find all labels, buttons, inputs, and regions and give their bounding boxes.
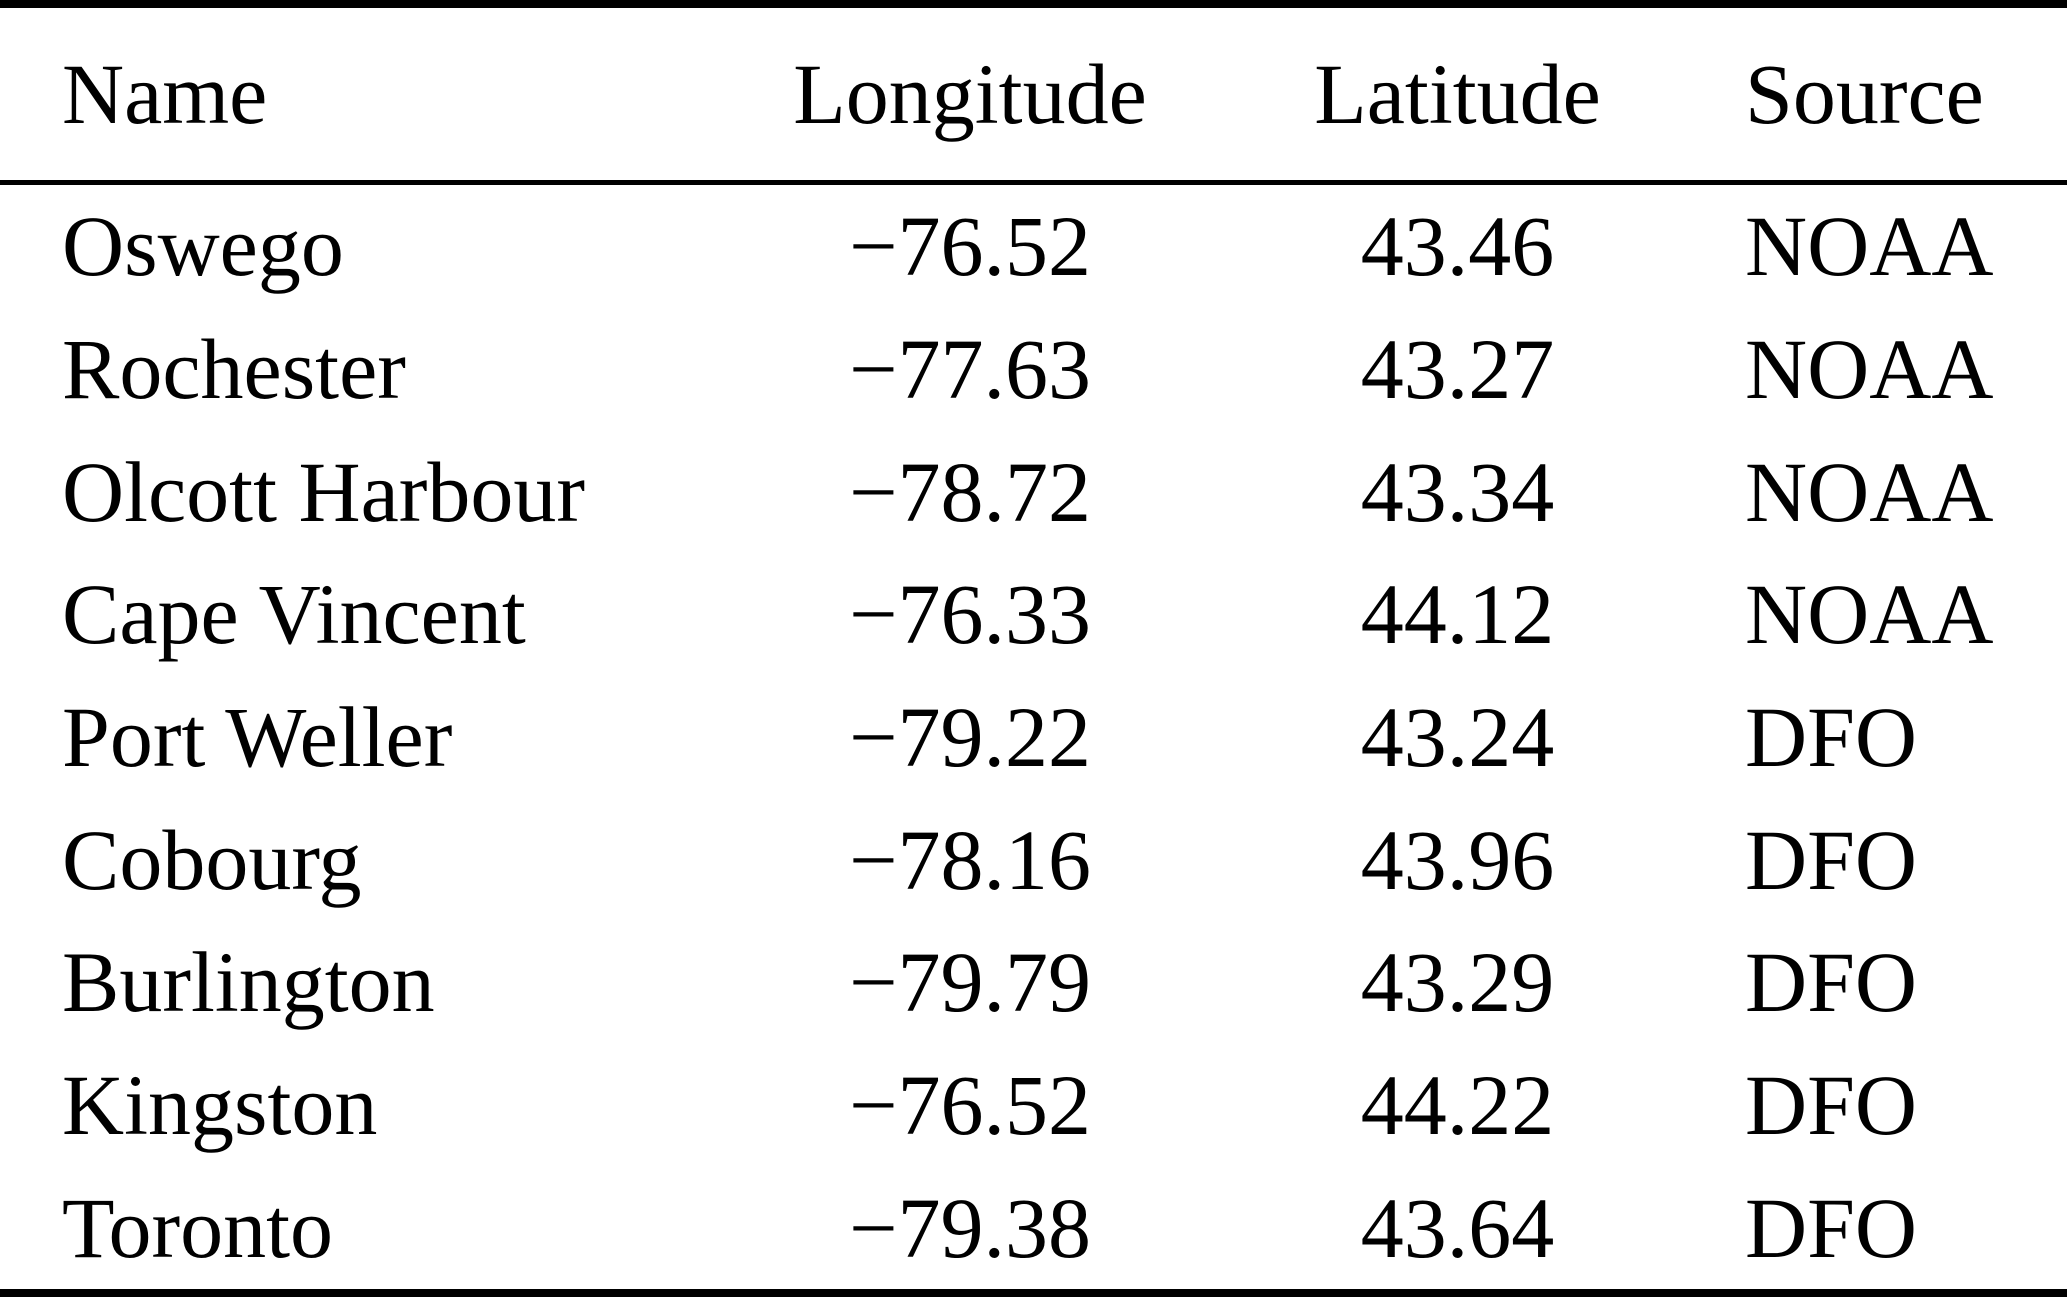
cell-latitude: 43.46 — [1360, 198, 1555, 295]
cell-name: Olcott Harbour — [62, 443, 586, 540]
cell-latitude: 43.29 — [1360, 934, 1555, 1031]
table-row: Port Weller −79.22 43.24 DFO — [0, 676, 2067, 799]
table-row: Toronto −79.38 43.64 DFO — [0, 1166, 2067, 1289]
cell-source: NOAA — [1745, 198, 1994, 295]
cell-name: Cape Vincent — [62, 566, 526, 663]
cell-source: NOAA — [1745, 443, 1994, 540]
cell-longitude: −78.72 — [848, 443, 1091, 540]
table-row: Oswego −76.52 43.46 NOAA — [0, 185, 2067, 308]
cell-longitude: −79.38 — [848, 1179, 1091, 1276]
cell-latitude: 44.12 — [1360, 566, 1555, 663]
cell-source: DFO — [1745, 811, 1918, 908]
cell-latitude: 43.96 — [1360, 811, 1555, 908]
cell-latitude: 43.34 — [1360, 443, 1555, 540]
column-header-longitude: Longitude — [793, 46, 1147, 142]
cell-name: Oswego — [62, 198, 344, 295]
cell-source: DFO — [1745, 689, 1918, 786]
cell-name: Toronto — [62, 1179, 334, 1276]
cell-latitude: 43.24 — [1360, 689, 1555, 786]
cell-longitude: −78.16 — [848, 811, 1091, 908]
cell-name: Port Weller — [62, 689, 453, 786]
cell-name: Rochester — [62, 321, 406, 417]
table-row: Rochester −77.63 43.27 NOAA — [0, 308, 2067, 431]
cell-source: NOAA — [1745, 566, 1994, 663]
table-row: Kingston −76.52 44.22 DFO — [0, 1044, 2067, 1167]
header-rule — [0, 180, 2067, 185]
table-row: Cape Vincent −76.33 44.12 NOAA — [0, 553, 2067, 676]
cell-source: DFO — [1745, 1179, 1918, 1276]
cell-latitude: 43.27 — [1360, 321, 1555, 417]
cell-source: DFO — [1745, 934, 1918, 1031]
table-body: Oswego −76.52 43.46 NOAA Rochester −77.6… — [0, 185, 2067, 1289]
column-header-latitude: Latitude — [1314, 46, 1601, 142]
cell-name: Kingston — [62, 1057, 378, 1154]
cell-name: Cobourg — [62, 811, 362, 908]
cell-latitude: 43.64 — [1360, 1179, 1555, 1276]
cell-longitude: −77.63 — [848, 321, 1091, 417]
cell-name: Burlington — [62, 934, 435, 1031]
table-row: Olcott Harbour −78.72 43.34 NOAA — [0, 430, 2067, 553]
cell-longitude: −76.33 — [848, 566, 1091, 663]
cell-longitude: −79.79 — [848, 934, 1091, 1031]
cell-source: DFO — [1745, 1057, 1918, 1154]
table-row: Cobourg −78.16 43.96 DFO — [0, 798, 2067, 921]
cell-source: NOAA — [1745, 321, 1994, 417]
table-row: Burlington −79.79 43.29 DFO — [0, 921, 2067, 1044]
cell-longitude: −76.52 — [848, 198, 1091, 295]
cell-latitude: 44.22 — [1360, 1057, 1555, 1154]
cell-longitude: −76.52 — [848, 1057, 1091, 1154]
column-header-source: Source — [1745, 46, 1984, 142]
cell-longitude: −79.22 — [848, 689, 1091, 786]
column-header-name: Name — [62, 46, 268, 142]
table-header-row: Name Longitude Latitude Source — [0, 8, 2067, 180]
